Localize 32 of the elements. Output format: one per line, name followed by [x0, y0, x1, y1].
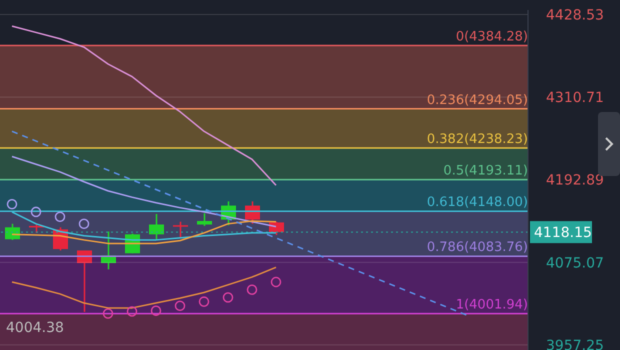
y-tick-label: 4192.89 [546, 172, 604, 189]
ref-line-label: 0.786(4083.76) [426, 240, 528, 256]
line-series [11, 25, 277, 186]
point [102, 308, 114, 319]
point [30, 206, 42, 218]
point [246, 284, 258, 295]
ref-line-label: 0.236(4294.05) [426, 92, 528, 108]
point [78, 218, 90, 230]
y-tick-label: 4310.71 [546, 90, 604, 106]
candlestick [197, 212, 212, 227]
point [54, 212, 66, 222]
candlestick [29, 223, 44, 234]
point [150, 306, 162, 316]
ref-line-label: 0.5(4193.11) [443, 164, 528, 179]
y-tick-label: 3957.25 [546, 338, 604, 350]
ref-line-label: 0.382(4238.23) [426, 132, 528, 147]
ref-line-label: 1(4001.94) [456, 298, 528, 313]
point [6, 198, 18, 210]
point [198, 296, 210, 307]
ref-line-label: 0.618(4148.00) [426, 195, 528, 210]
y-tick-label: 4428.53 [546, 8, 604, 24]
candlestick [149, 213, 164, 241]
annotation: 4004.38 [6, 320, 64, 336]
point [222, 292, 234, 303]
line-series [11, 266, 277, 309]
ref-line-label: 0(4384.28) [456, 30, 528, 45]
point [126, 306, 138, 317]
ref-line-label: 4118.15 [534, 225, 592, 242]
candlestick [173, 220, 188, 239]
y-tick-label: 4075.07 [546, 255, 604, 272]
point [270, 276, 282, 288]
point [174, 300, 186, 312]
